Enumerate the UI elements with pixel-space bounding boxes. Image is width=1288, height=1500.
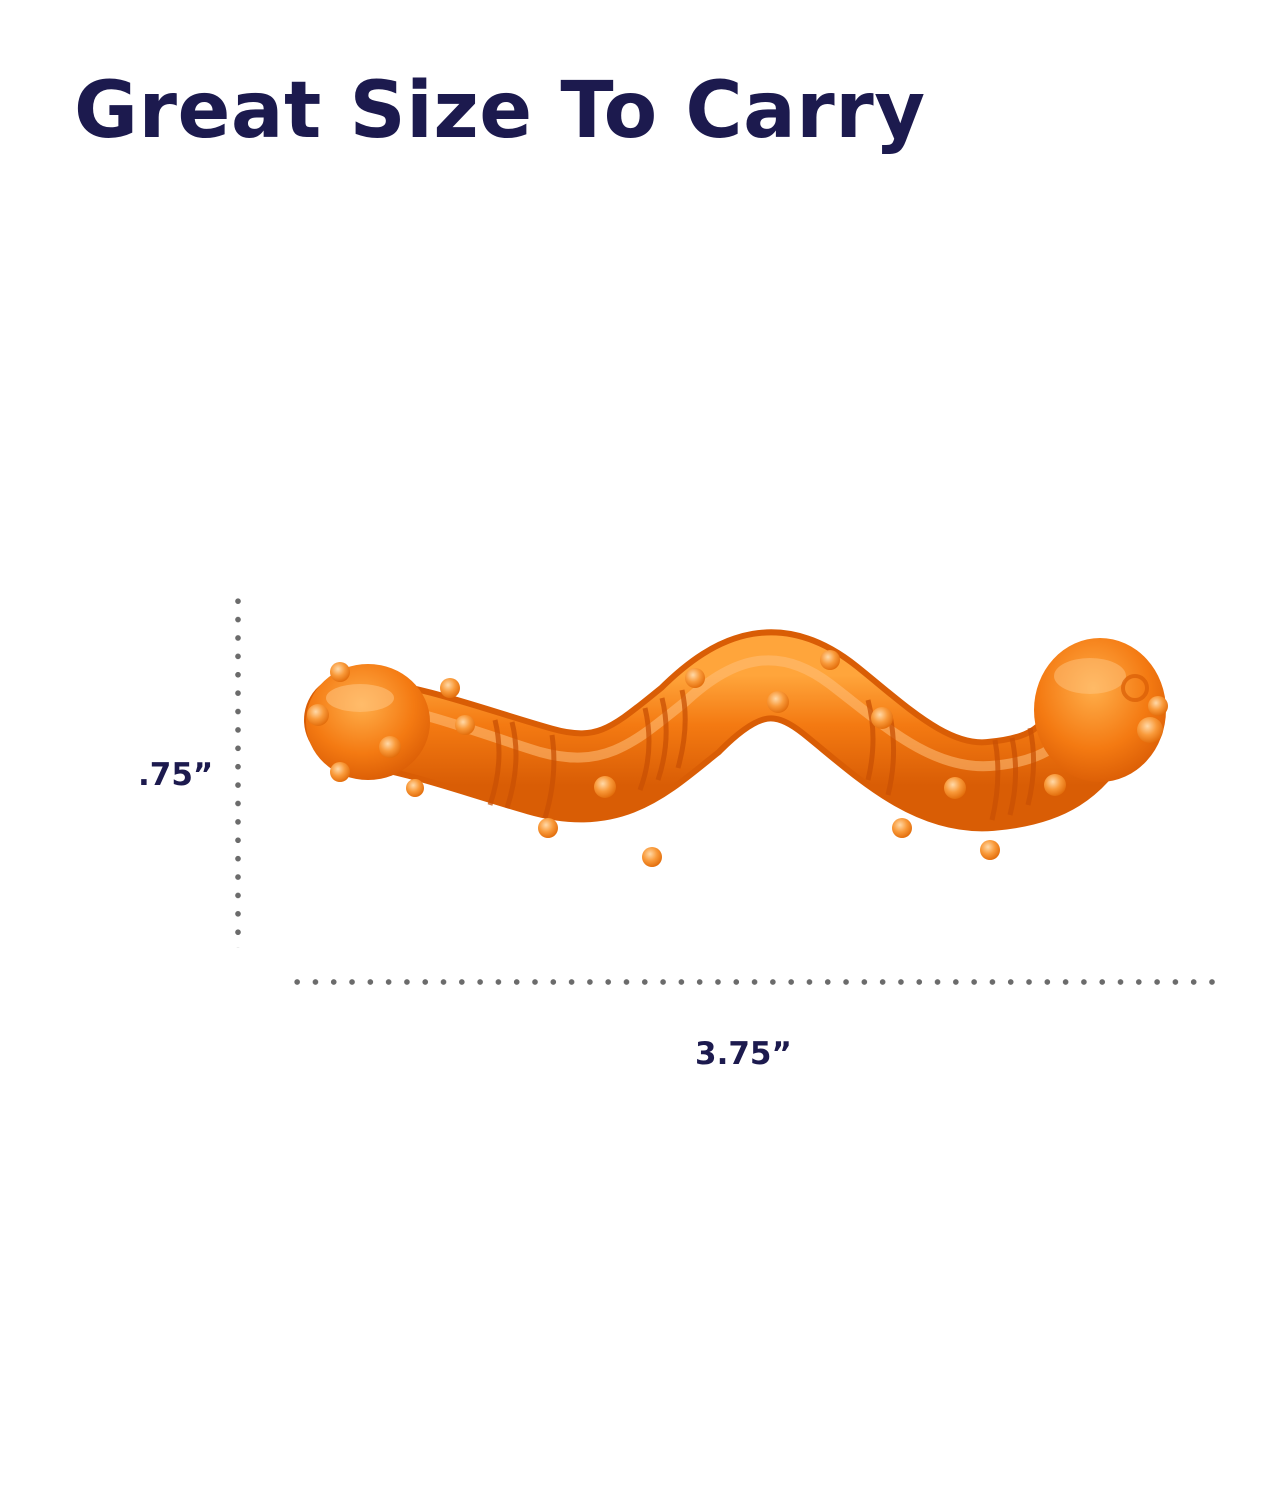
headline: Great Size To Carry [74,66,926,156]
length-dimension-label: 3.75” [695,1036,792,1072]
height-dimension-label: .75” [138,757,214,793]
worm-toy-icon [304,629,1168,867]
height-dotted-guide [234,592,242,948]
length-dotted-guide [288,978,1222,986]
